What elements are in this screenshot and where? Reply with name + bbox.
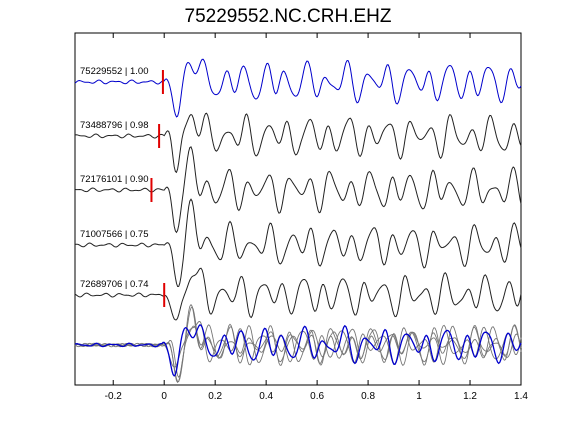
x-tick-label: 0.6 (310, 391, 324, 402)
chart-title: 75229552.NC.CRH.EHZ (184, 6, 392, 27)
trace-label: 73488796 | 0.98 (80, 120, 149, 131)
trace-line (74, 112, 522, 174)
trace-label: 72689706 | 0.74 (80, 279, 149, 290)
trace-71007566: 71007566 | 0.75 (74, 198, 522, 288)
trace-72176101: 72176101 | 0.90 (74, 146, 522, 234)
trace-label: 71007566 | 0.75 (80, 229, 149, 240)
x-tick-label: 1 (416, 391, 422, 402)
x-tick-label: 0.8 (361, 391, 375, 402)
x-axis: -0.2 0 0.2 0.4 0.6 0.8 1 1.2 1.4 (105, 33, 528, 402)
plot-frame (74, 32, 522, 386)
trace-label: 72176101 | 0.90 (80, 174, 149, 185)
trace-line (74, 146, 522, 234)
trace-line (74, 58, 522, 118)
x-tick-label: 1.2 (463, 391, 477, 402)
trace-73488796: 73488796 | 0.98 (74, 112, 522, 174)
x-tick-label: -0.2 (105, 391, 123, 402)
x-tick-label: 0.4 (259, 391, 273, 402)
overlay-layer (74, 303, 522, 384)
x-tick-label: 0 (161, 391, 167, 402)
trace-line (74, 198, 522, 288)
trace-72689706: 72689706 | 0.74 (74, 267, 522, 321)
trace-75229552: 75229552 | 1.00 (74, 58, 522, 118)
overlay-trace-line (74, 324, 522, 379)
trace-label: 75229552 | 1.00 (80, 66, 149, 77)
overlay-trace-line (74, 303, 522, 383)
x-tick-label: 0.2 (208, 391, 222, 402)
overlay-master-line (74, 324, 522, 377)
traces-layer: 75229552 | 1.00 73488796 | 0.98 72176101 |… (74, 58, 522, 321)
x-tick-label: 1.4 (514, 391, 528, 402)
trace-line (74, 267, 522, 321)
